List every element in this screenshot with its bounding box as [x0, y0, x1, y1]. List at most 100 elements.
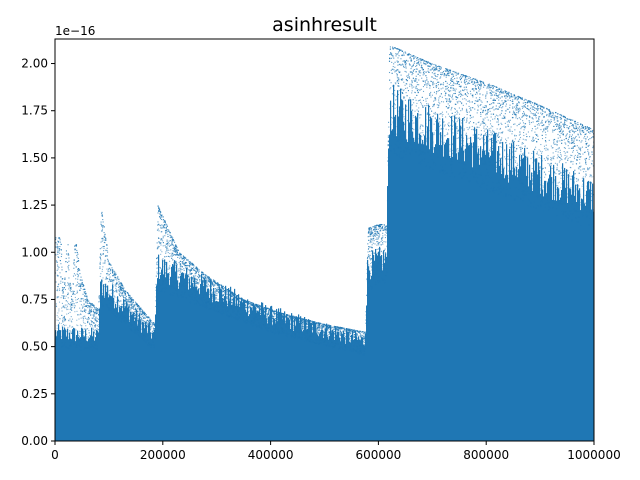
scatter-point	[155, 296, 157, 298]
scatter-point	[385, 275, 387, 277]
scatter-point	[137, 328, 139, 331]
scatter-point	[227, 296, 229, 298]
scatter-point	[102, 219, 104, 221]
scatter-point	[479, 97, 481, 99]
scatter-point	[411, 148, 413, 150]
scatter-column	[285, 323, 287, 441]
scatter-point	[558, 161, 561, 163]
scatter-point	[162, 258, 164, 260]
scatter-point	[581, 129, 583, 131]
scatter-point	[454, 140, 456, 142]
scatter-point	[521, 182, 523, 184]
scatter-point	[454, 108, 456, 110]
scatter-point	[495, 161, 498, 163]
scatter-point	[214, 284, 216, 287]
scatter-point	[574, 154, 576, 156]
scatter-point	[120, 282, 122, 284]
scatter-point	[243, 318, 245, 320]
scatter-point	[573, 145, 575, 147]
scatter-point	[540, 204, 542, 206]
scatter-point	[75, 346, 77, 348]
scatter-point	[474, 100, 476, 102]
scatter-point	[94, 313, 96, 315]
scatter-point	[205, 301, 207, 303]
scatter-point	[531, 188, 533, 190]
scatter-point	[127, 301, 129, 303]
scatter-point	[326, 324, 328, 326]
scatter-point	[226, 314, 228, 316]
scatter-point	[546, 202, 548, 204]
scatter-point	[107, 293, 109, 296]
scatter-point	[213, 293, 215, 295]
scatter-column	[468, 145, 470, 441]
scatter-point	[496, 141, 498, 144]
scatter-point	[367, 292, 369, 294]
scatter-point	[363, 350, 365, 352]
scatter-column	[384, 262, 386, 441]
scatter-point	[84, 347, 86, 349]
scatter-point	[134, 305, 136, 307]
scatter-point	[460, 96, 462, 98]
scatter-point	[538, 118, 540, 120]
scatter-point	[433, 63, 435, 66]
scatter-point	[150, 326, 152, 328]
scatter-point	[301, 318, 303, 320]
scatter-point	[414, 110, 416, 112]
scatter-point	[232, 292, 234, 294]
scatter-point	[173, 268, 175, 270]
scatter-point	[420, 62, 422, 64]
scatter-point	[556, 120, 558, 122]
scatter-point	[450, 148, 452, 150]
scatter-point	[206, 275, 208, 277]
scatter-point	[566, 155, 568, 157]
scatter-point	[530, 104, 532, 106]
scatter-point	[553, 195, 555, 197]
scatter-point	[74, 305, 76, 307]
scatter-column	[82, 328, 84, 441]
scatter-point	[338, 331, 340, 333]
scatter-point	[591, 176, 593, 178]
scatter-point	[209, 281, 211, 283]
scatter-column	[524, 147, 526, 441]
scatter-point	[394, 121, 396, 123]
scatter-point	[508, 194, 510, 196]
scatter-point	[183, 285, 185, 287]
scatter-point	[565, 157, 567, 159]
scatter-point	[572, 200, 574, 202]
scatter-point	[265, 310, 267, 312]
scatter-point	[518, 97, 520, 99]
scatter-point	[64, 282, 66, 284]
scatter-point	[149, 329, 151, 331]
scatter-column	[447, 137, 449, 441]
scatter-column	[272, 325, 274, 441]
scatter-point	[256, 319, 259, 321]
scatter-point	[74, 264, 76, 266]
scatter-point	[409, 71, 411, 73]
scatter-point	[65, 307, 68, 309]
scatter-point	[488, 128, 490, 130]
scatter-point	[203, 299, 205, 301]
scatter-column	[536, 158, 538, 441]
scatter-point	[409, 97, 411, 99]
scatter-point	[514, 161, 517, 164]
scatter-point	[69, 338, 72, 340]
scatter-column	[269, 316, 271, 441]
scatter-point	[101, 289, 103, 291]
scatter-point	[152, 327, 154, 329]
scatter-column	[99, 308, 101, 441]
scatter-point	[479, 185, 481, 188]
scatter-point	[372, 258, 374, 260]
scatter-point	[213, 309, 215, 311]
scatter-point	[353, 349, 355, 351]
scatter-point	[162, 280, 164, 282]
scatter-point	[492, 190, 495, 192]
scatter-point	[565, 211, 567, 213]
scatter-point	[521, 161, 523, 163]
scatter-point	[82, 305, 84, 307]
scatter-point	[448, 148, 450, 150]
scatter-point	[349, 341, 351, 343]
scatter-point	[162, 260, 164, 262]
scatter-point	[336, 342, 338, 344]
scatter-point	[582, 179, 584, 181]
scatter-point	[345, 346, 347, 348]
